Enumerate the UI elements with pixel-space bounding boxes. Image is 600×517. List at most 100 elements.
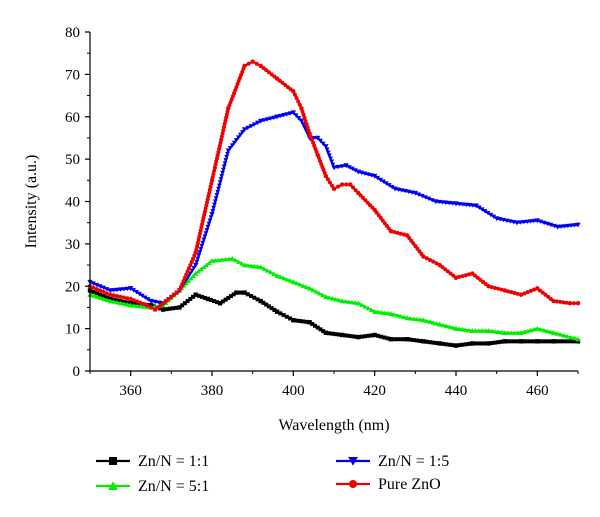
series-marker <box>292 92 297 97</box>
series-marker <box>212 168 217 173</box>
data-point <box>242 290 247 295</box>
series-marker <box>482 209 488 214</box>
series-marker <box>124 286 130 292</box>
series-marker <box>414 316 420 322</box>
series-marker <box>135 303 140 309</box>
series-marker <box>460 342 465 347</box>
series-marker <box>319 161 324 166</box>
series-marker <box>94 287 99 292</box>
series-marker <box>185 299 190 304</box>
series-marker <box>561 300 566 305</box>
series-marker <box>118 294 123 299</box>
series-marker <box>232 257 238 263</box>
series-marker <box>476 205 482 210</box>
data-point <box>437 321 443 327</box>
series-marker <box>206 221 212 227</box>
series-marker <box>198 247 204 252</box>
series-marker <box>330 331 335 336</box>
series-marker <box>204 228 210 233</box>
series-marker <box>269 306 274 311</box>
series-marker <box>188 263 193 268</box>
data-point <box>339 182 345 187</box>
series-marker <box>269 72 274 77</box>
series-marker <box>440 341 445 346</box>
series-marker <box>189 259 194 264</box>
series-marker <box>156 300 162 305</box>
series-marker <box>222 161 228 166</box>
series-marker <box>457 343 462 348</box>
data-point <box>234 290 239 295</box>
series-marker <box>272 307 277 312</box>
series-marker <box>336 184 341 189</box>
series-marker <box>124 302 130 307</box>
series-marker <box>238 290 243 295</box>
series-marker <box>521 219 527 225</box>
series-marker <box>467 341 472 346</box>
series-marker <box>218 177 224 182</box>
series-marker <box>189 268 195 274</box>
series-line <box>89 60 578 311</box>
series-marker <box>104 295 109 300</box>
series-marker <box>219 257 225 262</box>
data-point <box>108 292 113 297</box>
series-marker <box>101 294 106 299</box>
data-point <box>193 292 198 297</box>
series-marker <box>482 328 488 333</box>
series-marker <box>463 273 468 278</box>
data-point <box>453 201 459 207</box>
series-marker <box>101 289 106 294</box>
data-point <box>348 182 353 187</box>
series-marker <box>219 137 224 142</box>
series-marker <box>141 304 147 309</box>
series-marker <box>443 267 448 272</box>
series-marker <box>427 319 433 324</box>
series-marker <box>443 200 449 205</box>
series-marker <box>246 61 251 66</box>
series-marker <box>401 314 407 320</box>
series-marker <box>174 305 179 310</box>
series-marker <box>248 124 254 129</box>
series-marker <box>346 333 351 338</box>
data-point <box>339 332 345 338</box>
data-point <box>274 273 280 278</box>
data-point <box>356 190 361 196</box>
series-marker <box>525 339 530 344</box>
series-marker <box>217 180 223 185</box>
series-marker <box>378 310 384 315</box>
data-point <box>372 173 378 179</box>
series-marker <box>178 285 183 290</box>
series-marker <box>436 199 442 205</box>
series-marker <box>349 299 355 305</box>
series-marker <box>346 299 352 304</box>
data-point <box>315 135 321 141</box>
series-marker <box>492 329 498 334</box>
data-point <box>412 190 418 196</box>
series-marker <box>419 193 425 199</box>
series-marker <box>180 303 185 308</box>
data-point <box>518 339 524 344</box>
legend-marker <box>349 480 357 488</box>
series-marker <box>401 337 406 342</box>
series-marker <box>180 282 185 287</box>
series-marker <box>228 294 233 299</box>
data-point <box>470 341 475 346</box>
series-marker <box>208 298 213 303</box>
series-marker <box>571 301 576 306</box>
series-marker <box>196 237 201 242</box>
series-marker <box>328 156 333 161</box>
series-marker <box>202 209 207 214</box>
series-marker <box>320 164 325 169</box>
series-marker <box>118 287 123 292</box>
series-marker <box>249 293 254 298</box>
series-marker <box>167 306 172 311</box>
series-marker <box>207 218 213 223</box>
series-marker <box>375 175 380 181</box>
series-marker <box>558 299 563 304</box>
data-point <box>331 165 337 171</box>
series-marker <box>97 295 103 300</box>
y-tick-label: 30 <box>65 237 80 253</box>
y-tick-label: 0 <box>73 364 81 380</box>
series-marker <box>202 234 208 239</box>
series-marker <box>197 231 202 236</box>
series-marker <box>460 327 465 332</box>
